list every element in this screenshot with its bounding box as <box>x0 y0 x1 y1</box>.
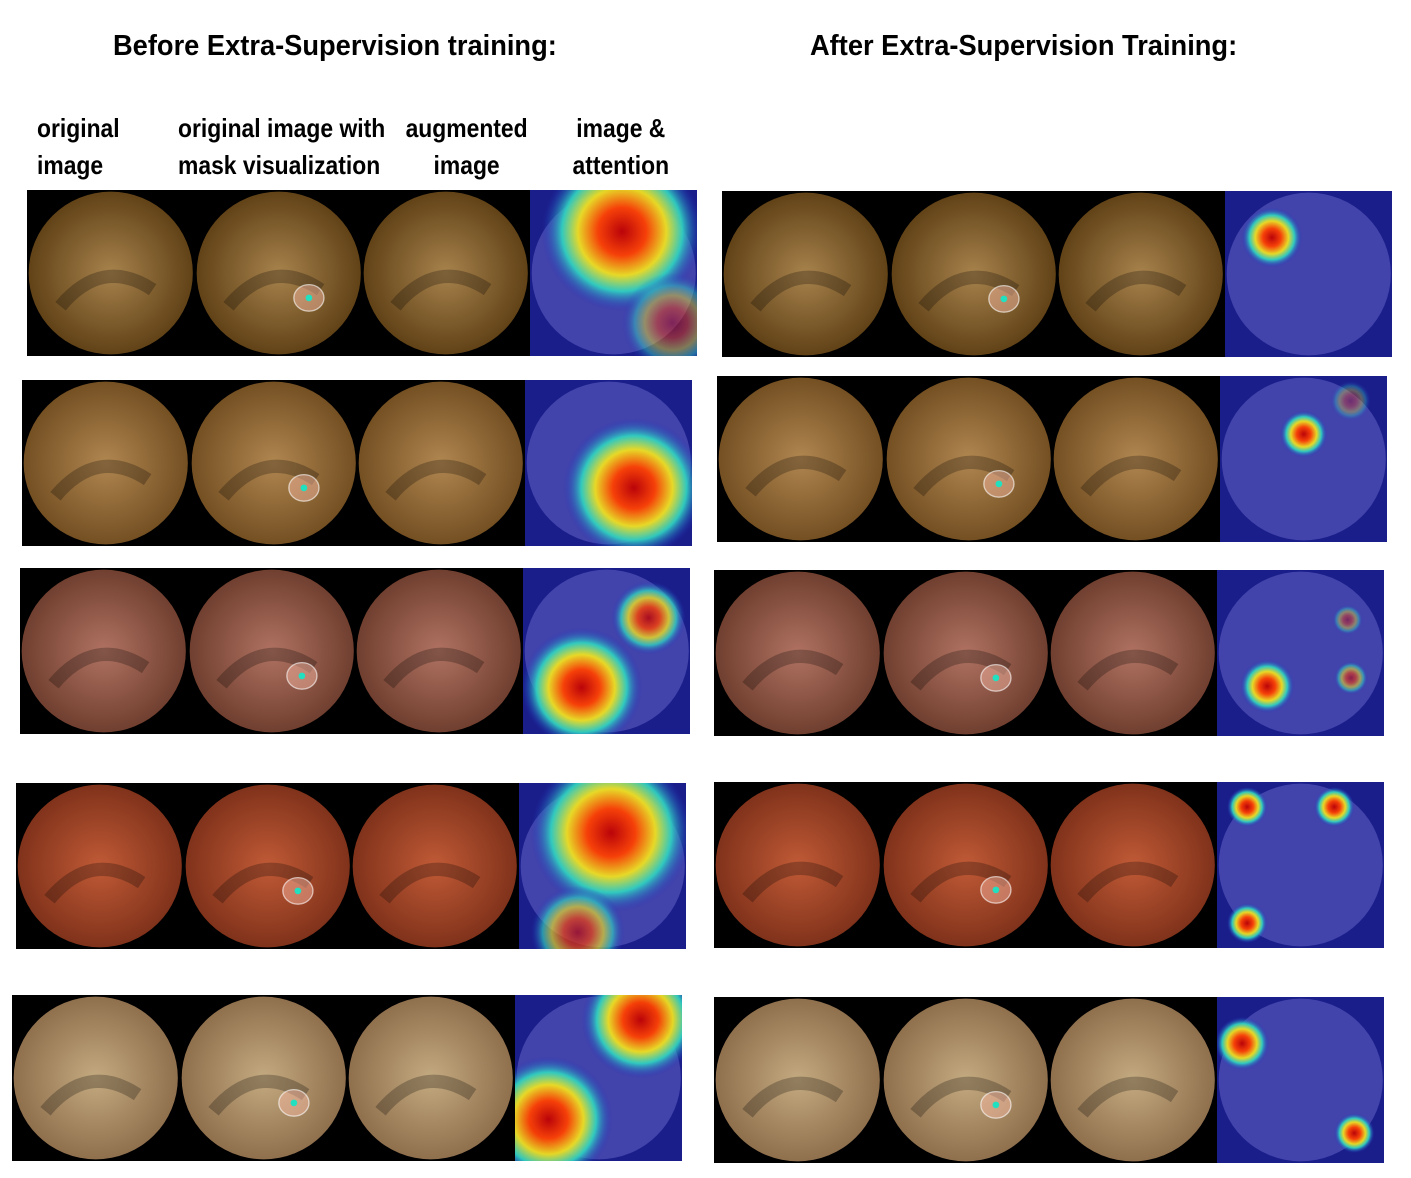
augmented-image <box>362 190 530 356</box>
before-strip <box>12 995 682 1161</box>
after-strip <box>714 782 1384 948</box>
mask-visualization-image <box>194 190 362 356</box>
mask-visualization-image <box>881 782 1049 948</box>
original-image <box>16 783 184 949</box>
after-strip <box>714 570 1384 736</box>
column-header-original: original image <box>37 113 120 180</box>
mask-visualization-image <box>889 191 1057 357</box>
before-strip <box>20 568 690 734</box>
before-strip <box>22 380 692 546</box>
original-image <box>722 191 890 357</box>
original-image <box>714 570 882 736</box>
augmented-image <box>357 380 525 546</box>
mask-visualization-image <box>884 376 1052 542</box>
original-image <box>714 782 882 948</box>
attention-map-image <box>1224 191 1392 357</box>
augmented-image <box>1052 376 1220 542</box>
augmented-image <box>355 568 523 734</box>
mask-visualization-image <box>881 997 1049 1163</box>
after-strip <box>722 191 1392 357</box>
attention-map-image <box>518 783 686 949</box>
before-strip <box>27 190 697 356</box>
mask-visualization-image <box>179 995 347 1161</box>
column-header-augmented: augmented image <box>405 113 528 180</box>
mask-visualization-image <box>189 380 357 546</box>
attention-map-image <box>1216 782 1384 948</box>
title-before: Before Extra-Supervision training: <box>113 30 557 62</box>
augmented-image <box>347 995 515 1161</box>
original-image <box>714 997 882 1163</box>
attention-map-image <box>1216 570 1384 736</box>
original-image <box>12 995 180 1161</box>
augmented-image <box>351 783 519 949</box>
attention-map-image <box>529 190 697 356</box>
original-image <box>22 380 190 546</box>
augmented-image <box>1057 191 1225 357</box>
attention-map-image <box>522 568 690 734</box>
augmented-image <box>1049 997 1217 1163</box>
column-header-mask: original image with mask visualization <box>178 113 386 180</box>
attention-map-image <box>514 995 682 1161</box>
title-after: After Extra-Supervision Training: <box>810 30 1238 62</box>
mask-visualization-image <box>183 783 351 949</box>
attention-map-image <box>524 380 692 546</box>
original-image <box>717 376 885 542</box>
attention-map-image <box>1219 376 1387 542</box>
augmented-image <box>1049 782 1217 948</box>
original-image <box>20 568 188 734</box>
attention-map-image <box>1216 997 1384 1163</box>
original-image <box>27 190 195 356</box>
mask-visualization-image <box>881 570 1049 736</box>
after-strip <box>714 997 1384 1163</box>
augmented-image <box>1049 570 1217 736</box>
before-strip <box>16 783 686 949</box>
mask-visualization-image <box>187 568 355 734</box>
after-strip <box>717 376 1387 542</box>
